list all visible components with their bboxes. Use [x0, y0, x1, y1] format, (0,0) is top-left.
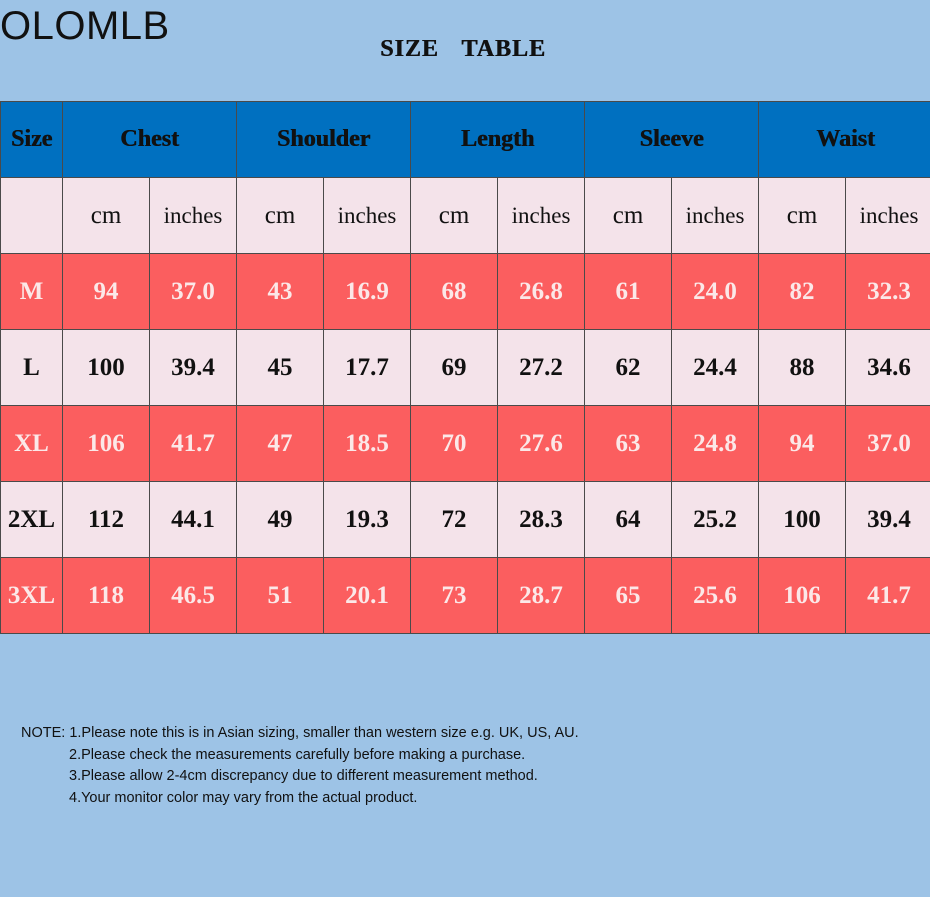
- chest-inches: 41.7: [148, 405, 238, 482]
- sleeve-cm: 61: [584, 253, 673, 330]
- units-row: cm inches cm inches cm inches cm inches …: [0, 177, 930, 254]
- size-label: XL: [0, 405, 63, 482]
- unit-inches: inches: [671, 177, 760, 254]
- chest-cm: 106: [62, 405, 150, 482]
- unit-cm: cm: [758, 177, 847, 254]
- sleeve-cm: 62: [584, 329, 673, 406]
- size-label: 3XL: [0, 557, 63, 634]
- sleeve-inches: 24.0: [671, 253, 760, 330]
- note-line: NOTE: 1.Please note this is in Asian siz…: [21, 725, 579, 741]
- chest-inches: 39.4: [148, 329, 238, 406]
- shoulder-cm: 43: [236, 253, 325, 330]
- table-header-row: Size Chest Shoulder Length Sleeve Waist: [0, 101, 930, 178]
- unit-cm: cm: [584, 177, 673, 254]
- sleeve-cm: 63: [584, 405, 673, 482]
- note-line: 2.Please check the measurements carefull…: [69, 746, 526, 763]
- table-row: M 94 37.0 43 16.9 68 26.8 61 24.0 82 32.…: [0, 253, 930, 330]
- table-row: 3XL 118 46.5 51 20.1 73 28.7 65 25.6 106…: [0, 557, 930, 634]
- length-cm: 73: [410, 557, 499, 634]
- sleeve-inches: 25.6: [671, 557, 760, 634]
- waist-inches: 32.3: [845, 253, 930, 330]
- length-inches: 26.8: [497, 253, 586, 330]
- size-label: 2XL: [0, 481, 63, 558]
- shoulder-inches: 16.9: [323, 253, 412, 330]
- chest-cm: 118: [62, 557, 150, 634]
- unit-inches: inches: [845, 177, 930, 254]
- chest-inches: 44.1: [148, 481, 238, 558]
- sleeve-cm: 65: [584, 557, 673, 634]
- waist-inches: 41.7: [845, 557, 930, 634]
- table-row: XL 106 41.7 47 18.5 70 27.6 63 24.8 94 3…: [0, 405, 930, 482]
- note-line: 3.Please allow 2-4cm discrepancy due to …: [69, 768, 538, 784]
- waist-inches: 34.6: [845, 329, 930, 406]
- table-row: L 100 39.4 45 17.7 69 27.2 62 24.4 88 34…: [0, 329, 930, 406]
- waist-cm: 82: [758, 253, 847, 330]
- unit-inches: inches: [497, 177, 586, 254]
- chest-cm: 112: [62, 481, 150, 558]
- length-inches: 28.3: [497, 481, 586, 558]
- unit-cm: cm: [62, 177, 150, 254]
- sleeve-cm: 64: [584, 481, 673, 558]
- brand-logo: OLOMLB: [0, 4, 170, 48]
- sleeve-inches: 24.4: [671, 329, 760, 406]
- shoulder-cm: 49: [236, 481, 325, 558]
- shoulder-inches: 19.3: [323, 481, 412, 558]
- size-table: Size Chest Shoulder Length Sleeve Waist …: [0, 101, 930, 634]
- header-waist: Waist: [758, 101, 930, 178]
- header-length: Length: [410, 101, 586, 178]
- shoulder-inches: 18.5: [323, 405, 412, 482]
- sleeve-inches: 25.2: [671, 481, 760, 558]
- length-inches: 28.7: [497, 557, 586, 634]
- table-row: 2XL 112 44.1 49 19.3 72 28.3 64 25.2 100…: [0, 481, 930, 558]
- shoulder-cm: 51: [236, 557, 325, 634]
- shoulder-inches: 20.1: [323, 557, 412, 634]
- waist-inches: 37.0: [845, 405, 930, 482]
- header-shoulder: Shoulder: [236, 101, 412, 178]
- waist-cm: 94: [758, 405, 847, 482]
- unit-inches: inches: [148, 177, 238, 254]
- waist-cm: 106: [758, 557, 847, 634]
- chest-cm: 94: [62, 253, 150, 330]
- size-label: M: [0, 253, 63, 330]
- note-line: 4.Your monitor color may vary from the a…: [69, 789, 418, 806]
- header-chest: Chest: [61, 101, 238, 178]
- length-cm: 72: [410, 481, 499, 558]
- shoulder-inches: 17.7: [323, 329, 412, 406]
- shoulder-cm: 45: [236, 329, 325, 406]
- unit-inches: inches: [323, 177, 412, 254]
- chest-inches: 37.0: [148, 253, 238, 330]
- header-sleeve: Sleeve: [584, 101, 760, 178]
- waist-inches: 39.4: [845, 481, 930, 558]
- header-size: Size: [0, 101, 63, 178]
- chest-cm: 100: [62, 329, 150, 406]
- unit-cm: cm: [236, 177, 325, 254]
- length-cm: 69: [410, 329, 499, 406]
- sleeve-inches: 24.8: [671, 405, 760, 482]
- length-cm: 70: [410, 405, 499, 482]
- units-blank-cell: [0, 177, 63, 254]
- chest-inches: 46.5: [148, 557, 238, 634]
- size-label: L: [0, 329, 63, 406]
- length-cm: 68: [410, 253, 499, 330]
- notes-block: NOTE: 1.Please note this is in Asian siz…: [21, 723, 579, 809]
- waist-cm: 88: [758, 329, 847, 406]
- shoulder-cm: 47: [236, 405, 325, 482]
- length-inches: 27.6: [497, 405, 586, 482]
- length-inches: 27.2: [497, 329, 586, 406]
- unit-cm: cm: [410, 177, 499, 254]
- waist-cm: 100: [758, 481, 847, 558]
- page-title: SIZE TABLE: [380, 36, 546, 62]
